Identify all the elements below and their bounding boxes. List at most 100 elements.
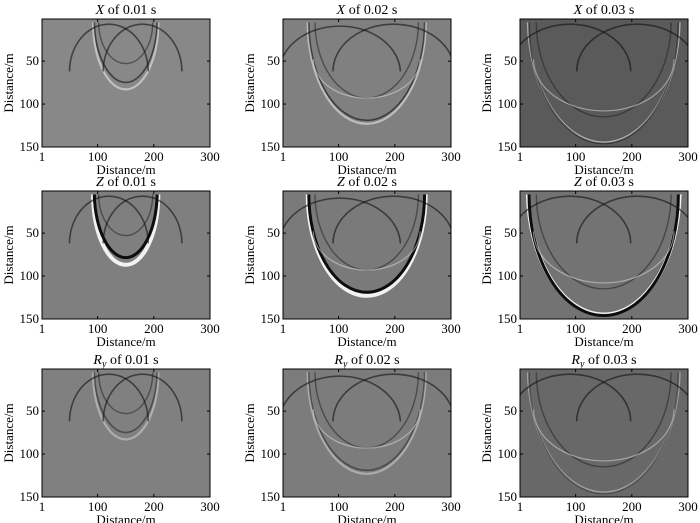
wavefront-arc: [93, 22, 158, 84]
wavefront-arc: [332, 23, 451, 72]
y-axis-label: Distance/m: [479, 403, 494, 462]
y-tick-label: 100: [20, 268, 40, 283]
x-tick-label: 100: [566, 149, 586, 164]
y-tick-label: 150: [261, 311, 281, 326]
x-axis-label: Distance/m: [96, 334, 155, 349]
snapshot-panel: Ry of 0.03 s 1 100 200 300 50 100 150 Distance/m…: [479, 353, 698, 523]
y-tick-label: 100: [20, 446, 40, 461]
plot-frame: [41, 18, 211, 148]
wavefront-arc: [520, 23, 632, 72]
plot-frame: [282, 190, 452, 320]
x-tick-label: 300: [678, 321, 698, 336]
y-tick-label: 50: [504, 53, 517, 68]
panel-title: Z of 0.02 s: [337, 175, 397, 190]
wavefront-group: [283, 372, 451, 475]
wavefront-group: [283, 22, 451, 125]
y-tick-label: 50: [267, 53, 280, 68]
x-tick-label: 200: [385, 149, 405, 164]
panel-title: Ry of 0.02 s: [333, 353, 399, 370]
y-tick-label: 50: [504, 225, 517, 240]
x-tick-label: 200: [622, 321, 642, 336]
x-tick-label: 100: [329, 499, 349, 514]
x-axis-label: Distance/m: [337, 162, 396, 177]
wavefront-arc: [312, 409, 421, 449]
wavefront-arc: [92, 22, 160, 91]
plot-frame: [519, 368, 689, 498]
wavefield-image: [520, 369, 688, 497]
x-tick-label: 200: [144, 321, 164, 336]
wavefront-arc: [283, 197, 402, 244]
y-tick-label: 100: [498, 96, 518, 111]
wavefront-arc: [575, 373, 688, 422]
wavefront-arc: [102, 195, 183, 244]
plot-frame: [282, 18, 452, 148]
x-tick-label: 100: [329, 321, 349, 336]
y-axis-label: Distance/m: [1, 225, 16, 284]
wavefront-arc: [92, 372, 160, 441]
wavefront-group: [68, 194, 183, 267]
wavefront-arc: [312, 59, 421, 99]
wavefront-arc: [283, 25, 402, 72]
y-axis-label: Distance/m: [1, 53, 16, 112]
y-tick-label: 50: [267, 403, 280, 418]
y-tick-label: 50: [504, 403, 517, 418]
wavefield-image: [520, 191, 688, 319]
x-tick-label: 300: [678, 149, 698, 164]
x-tick-label: 1: [39, 321, 46, 336]
snapshot-panel: Z of 0.03 s 1 100 200 300 50 100 150 Distance/m D…: [479, 175, 698, 349]
wavefront-arc: [68, 23, 149, 72]
panel-title: Z of 0.03 s: [574, 175, 634, 190]
y-tick-label: 150: [20, 311, 40, 326]
x-tick-label: 1: [280, 149, 287, 164]
wavefront-arc: [307, 194, 427, 294]
x-tick-label: 200: [622, 149, 642, 164]
wavefront-arc: [332, 195, 451, 244]
y-tick-label: 150: [498, 311, 518, 326]
y-axis-label: Distance/m: [1, 403, 16, 462]
wavefront-arc: [308, 22, 426, 122]
wavefield-image: [42, 369, 210, 497]
x-tick-label: 200: [144, 149, 164, 164]
wavefront-group: [68, 22, 183, 91]
x-tick-label: 100: [329, 149, 349, 164]
panel-title: Z of 0.01 s: [96, 175, 156, 190]
y-tick-label: 150: [498, 489, 518, 504]
wavefront-arc: [98, 194, 154, 237]
x-tick-label: 1: [517, 499, 524, 514]
snapshot-panel: X of 0.01 s 1 100 200 300 50 100 150 Distance/m D…: [1, 3, 220, 177]
wavefront-arc: [102, 373, 183, 422]
wavefront-arc: [535, 194, 672, 290]
x-axis-label: Distance/m: [574, 334, 633, 349]
y-tick-label: 50: [267, 225, 280, 240]
wavefront-arc: [532, 409, 675, 462]
panel-title: Ry of 0.01 s: [92, 353, 158, 370]
y-tick-label: 150: [261, 139, 281, 154]
snapshot-panel: Ry of 0.02 s 1 100 200 300 50 100 150 Distance/m…: [242, 353, 461, 523]
wavefront-group: [283, 194, 451, 298]
wavefront-arc: [535, 372, 672, 468]
plot-frame: [41, 368, 211, 498]
wavefront-arc: [98, 372, 154, 415]
wavefront-arc: [520, 373, 632, 422]
wavefront-arc: [68, 373, 149, 422]
y-tick-label: 100: [261, 268, 281, 283]
y-tick-label: 50: [26, 403, 39, 418]
y-tick-label: 100: [20, 96, 40, 111]
wavefront-arc: [575, 195, 688, 244]
x-tick-label: 1: [39, 499, 46, 514]
x-tick-label: 200: [385, 321, 405, 336]
wavefront-group: [520, 372, 688, 495]
x-tick-label: 200: [622, 499, 642, 514]
x-tick-label: 200: [385, 499, 405, 514]
wavefront-arc: [575, 23, 688, 72]
wavefront-arc: [535, 22, 672, 118]
wavefield-image: [520, 19, 688, 147]
plot-frame: [282, 368, 452, 498]
x-tick-label: 200: [144, 499, 164, 514]
x-tick-label: 300: [678, 499, 698, 514]
x-tick-label: 100: [88, 149, 108, 164]
wavefront-arc: [332, 373, 451, 422]
snapshot-panel: Z of 0.02 s 1 100 200 300 50 100 150 Distance/m D…: [242, 175, 461, 349]
y-tick-label: 150: [261, 489, 281, 504]
